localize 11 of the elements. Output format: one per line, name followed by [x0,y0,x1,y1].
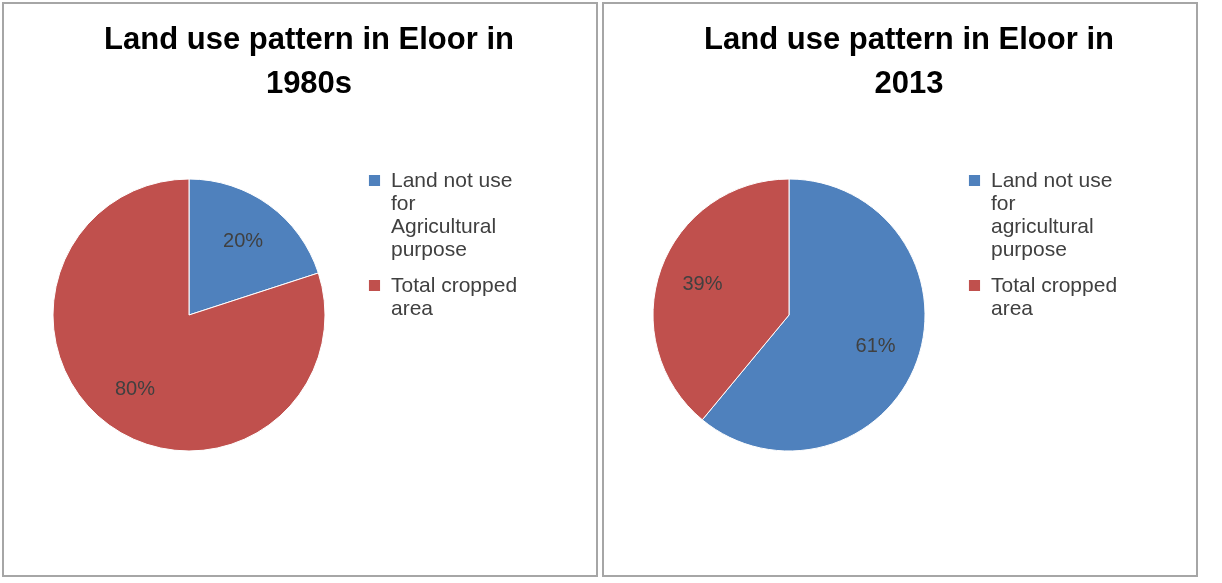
data-label: 39% [682,271,723,294]
pie-slice [52,178,326,452]
data-label: 61% [855,334,896,357]
legend-label: Total cropped area [991,272,1118,319]
legend-label: Land not use for agricultural purpose [991,167,1113,260]
chart-title: Land use pattern in Eloor in 2013 [704,21,1114,100]
data-label: 80% [114,377,156,400]
legend-label: Land not use for Agricultural purpose [391,167,513,260]
chart-title: Land use pattern in Eloor in 1980s [104,21,514,100]
legend-label: Total cropped area [391,272,518,319]
data-label: 20% [223,228,264,251]
